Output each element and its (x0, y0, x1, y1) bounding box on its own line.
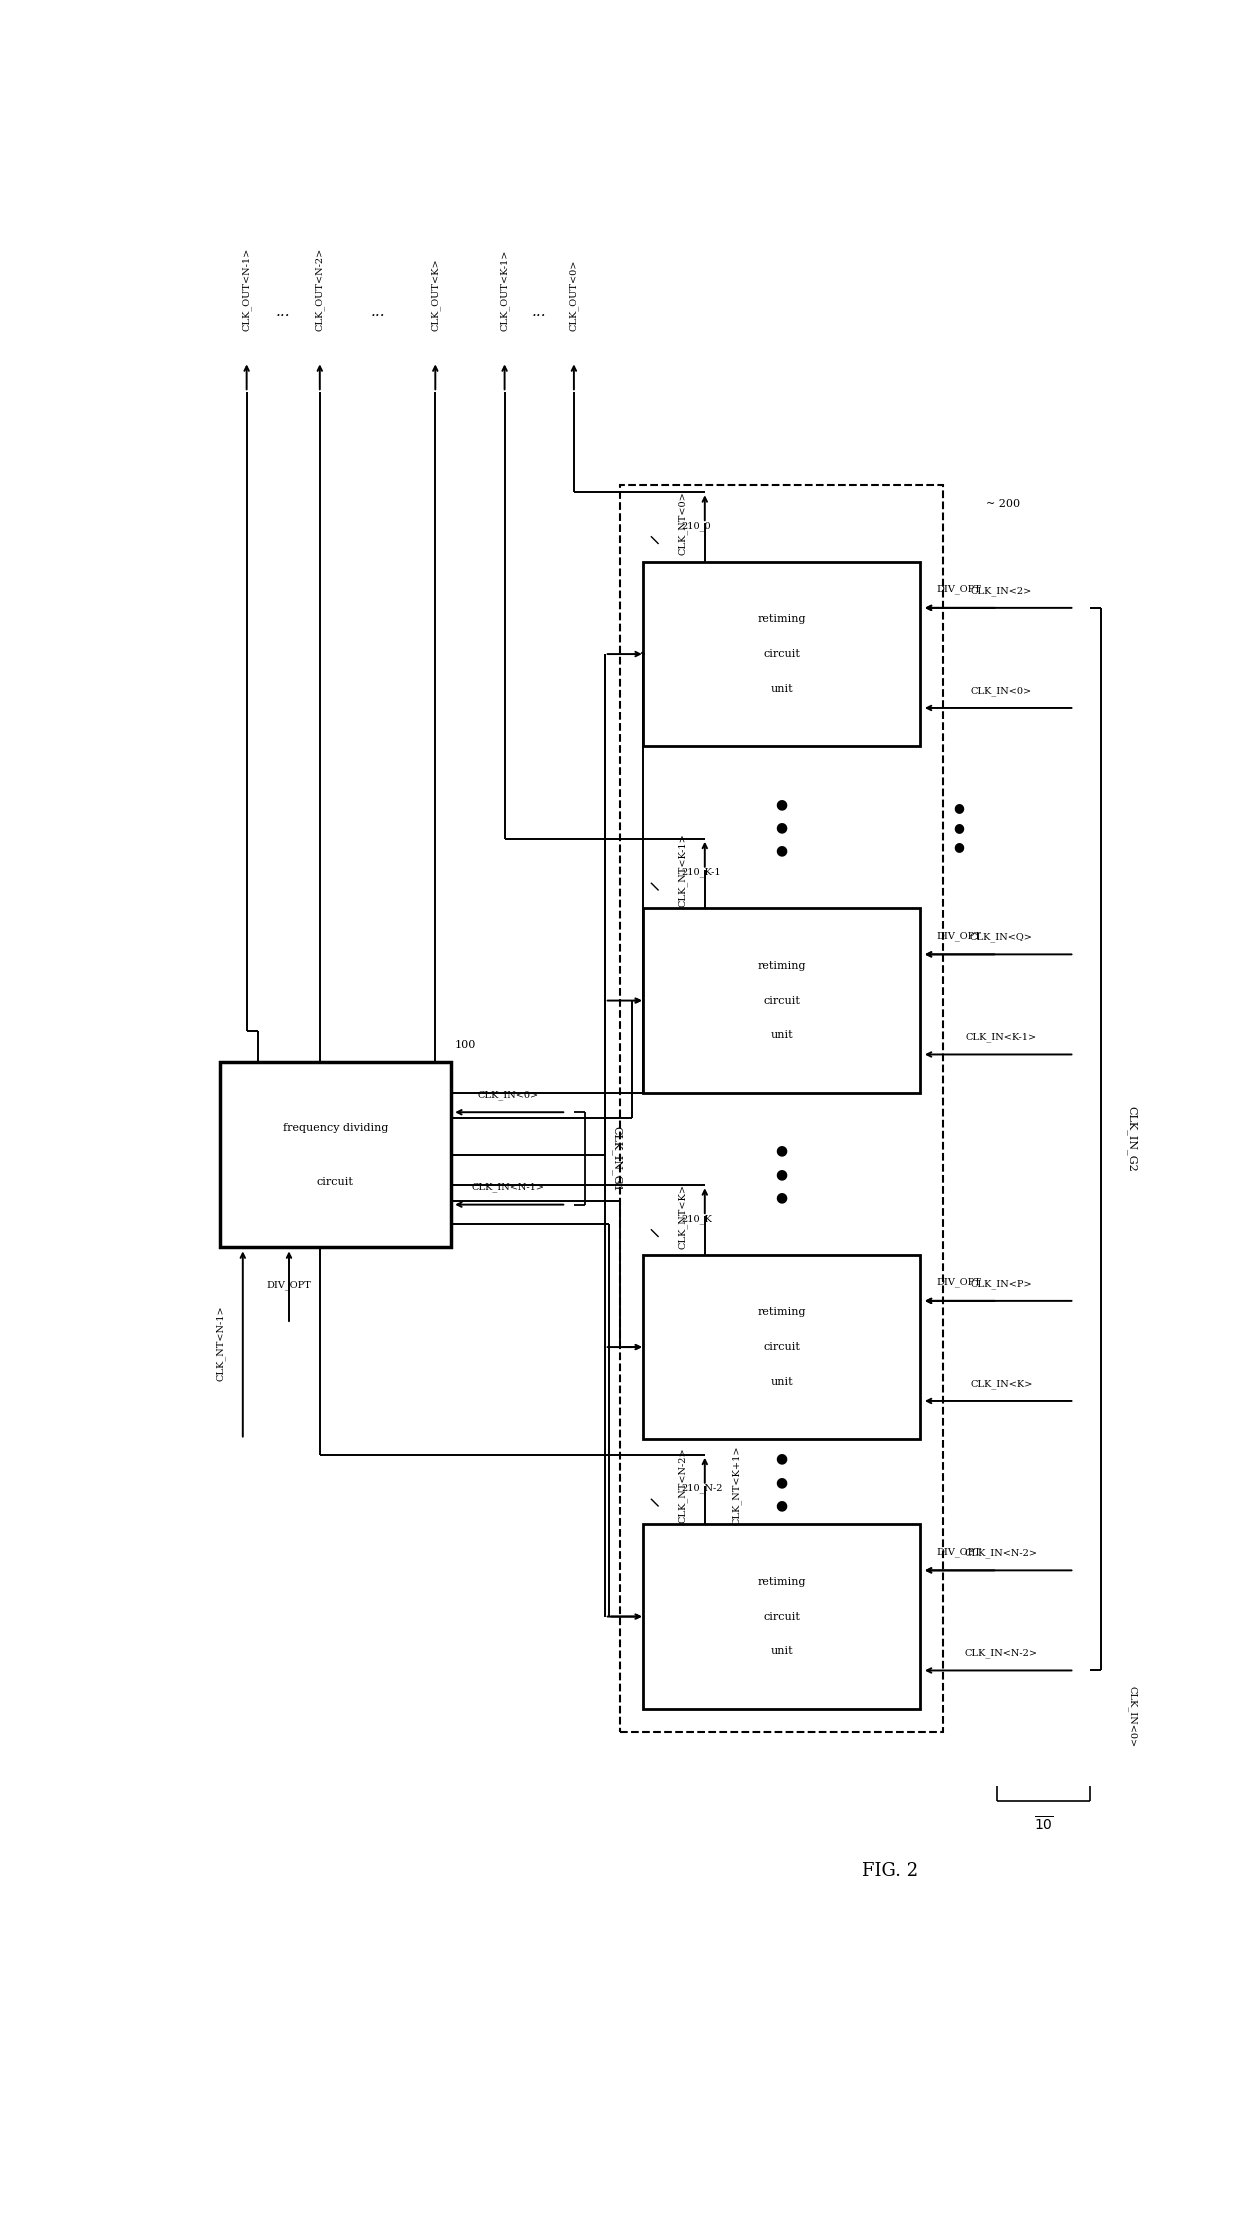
Text: unit: unit (770, 1647, 794, 1656)
Text: 100: 100 (455, 1040, 476, 1049)
Text: CLK_IN<Q>: CLK_IN<Q> (970, 931, 1033, 943)
Text: DIV_OPT: DIV_OPT (936, 1547, 981, 1556)
Text: $\overline{10}$: $\overline{10}$ (1034, 1816, 1054, 1834)
Text: CLK_NT<0>: CLK_NT<0> (678, 491, 688, 556)
Text: ●: ● (776, 820, 787, 834)
Text: retiming: retiming (758, 960, 806, 971)
Text: ●: ● (776, 1189, 787, 1205)
Text: CLK_IN_G1: CLK_IN_G1 (611, 1125, 621, 1192)
Text: ●: ● (954, 803, 965, 814)
Text: ●: ● (776, 843, 787, 858)
Text: CLK_IN<2>: CLK_IN<2> (971, 587, 1032, 596)
Text: DIV_OPT: DIV_OPT (936, 1278, 981, 1287)
Text: retiming: retiming (758, 1576, 806, 1587)
Text: DIV_OPT: DIV_OPT (936, 931, 981, 940)
Text: ●: ● (954, 820, 965, 834)
Text: CLK_NT<N-2>: CLK_NT<N-2> (678, 1447, 688, 1523)
Text: 210_0: 210_0 (682, 520, 712, 531)
Bar (644, 1525, 920, 1709)
Text: unit: unit (770, 685, 794, 694)
Text: CLK_OUT<0>: CLK_OUT<0> (569, 260, 579, 331)
Text: circuit: circuit (764, 1612, 800, 1621)
Text: FIG. 2: FIG. 2 (862, 1861, 918, 1881)
Text: CLK_OUT<K-1>: CLK_OUT<K-1> (500, 249, 510, 331)
Text: ...: ... (277, 305, 290, 320)
Text: CLK_IN<0>: CLK_IN<0> (1127, 1685, 1137, 1747)
Text: retiming: retiming (758, 614, 806, 625)
Text: retiming: retiming (758, 1307, 806, 1318)
Text: CLK_OUT<N-2>: CLK_OUT<N-2> (315, 247, 325, 331)
Text: DIV_OPT: DIV_OPT (936, 585, 981, 594)
Text: ●: ● (954, 840, 965, 854)
Text: ●: ● (776, 1498, 787, 1512)
Text: ●: ● (776, 1143, 787, 1158)
Text: unit: unit (770, 1029, 794, 1040)
Bar (219, 1063, 450, 1247)
Text: CLK_NT<K-1>: CLK_NT<K-1> (678, 834, 688, 907)
Text: ...: ... (371, 305, 384, 320)
Text: DIV_OPT: DIV_OPT (267, 1280, 311, 1289)
Text: 210_K: 210_K (682, 1214, 713, 1225)
Text: frequency dividing: frequency dividing (283, 1123, 388, 1134)
Bar (644, 1254, 920, 1441)
Text: CLK_IN<K-1>: CLK_IN<K-1> (966, 1031, 1037, 1043)
Text: ●: ● (776, 1474, 787, 1489)
Text: CLK_IN<N-1>: CLK_IN<N-1> (472, 1183, 544, 1192)
Text: CLK_NT<N-1>: CLK_NT<N-1> (216, 1305, 226, 1380)
Text: ●: ● (776, 1167, 787, 1180)
Bar (620, 485, 944, 1732)
Text: CLK_IN<K>: CLK_IN<K> (970, 1378, 1033, 1389)
Text: circuit: circuit (764, 1343, 800, 1352)
Text: ●: ● (776, 798, 787, 811)
Bar (644, 562, 920, 747)
Text: CLK_IN<0>: CLK_IN<0> (477, 1089, 539, 1100)
Text: circuit: circuit (764, 649, 800, 658)
Text: ~ 200: ~ 200 (986, 498, 1021, 509)
Text: CLK_IN<N-2>: CLK_IN<N-2> (965, 1549, 1038, 1558)
Text: CLK_IN<N-2>: CLK_IN<N-2> (965, 1649, 1038, 1658)
Text: circuit: circuit (764, 996, 800, 1005)
Text: ...: ... (532, 305, 547, 320)
Text: CLK_NT<K+1>: CLK_NT<K+1> (732, 1445, 742, 1525)
Text: 210_K-1: 210_K-1 (682, 867, 722, 878)
Text: unit: unit (770, 1376, 794, 1387)
Text: CLK_IN<P>: CLK_IN<P> (971, 1278, 1032, 1289)
Text: CLK_OUT<N-1>: CLK_OUT<N-1> (242, 247, 252, 331)
Text: CLK_IN_G2: CLK_IN_G2 (1127, 1107, 1137, 1172)
Text: ●: ● (776, 1452, 787, 1465)
Text: circuit: circuit (316, 1176, 353, 1187)
Text: 210_N-2: 210_N-2 (682, 1483, 723, 1494)
Text: CLK_OUT<K>: CLK_OUT<K> (430, 258, 440, 331)
Bar (644, 909, 920, 1094)
Text: CLK_IN<0>: CLK_IN<0> (971, 687, 1032, 696)
Text: CLK_NT<K>: CLK_NT<K> (678, 1183, 688, 1249)
